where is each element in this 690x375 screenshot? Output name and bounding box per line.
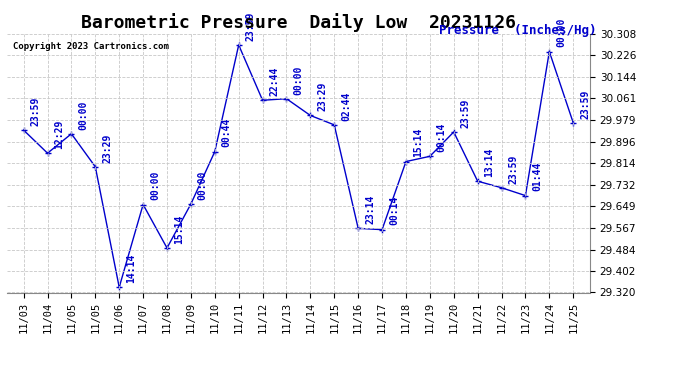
Text: 00:00: 00:00	[150, 171, 160, 200]
Text: 23:29: 23:29	[102, 133, 112, 163]
Text: 23:59: 23:59	[246, 12, 255, 41]
Text: 23:59: 23:59	[30, 97, 41, 126]
Text: 00:00: 00:00	[198, 171, 208, 200]
Text: 23:59: 23:59	[461, 98, 471, 128]
Text: 23:59: 23:59	[509, 154, 518, 184]
Text: 00:14: 00:14	[437, 123, 447, 152]
Text: 00:00: 00:00	[293, 65, 304, 94]
Text: 15:14: 15:14	[174, 214, 184, 244]
Title: Barometric Pressure  Daily Low  20231126: Barometric Pressure Daily Low 20231126	[81, 13, 516, 32]
Text: 00:00: 00:00	[556, 18, 566, 47]
Text: 15:14: 15:14	[413, 128, 423, 158]
Text: 01:44: 01:44	[533, 162, 542, 191]
Text: 14:14: 14:14	[126, 254, 136, 283]
Text: 12:29: 12:29	[55, 120, 64, 149]
Text: 23:14: 23:14	[365, 195, 375, 224]
Text: 23:59: 23:59	[580, 89, 590, 118]
Text: Copyright 2023 Cartronics.com: Copyright 2023 Cartronics.com	[12, 42, 168, 51]
Text: 00:00: 00:00	[79, 100, 88, 130]
Text: Pressure  (Inches/Hg): Pressure (Inches/Hg)	[440, 24, 597, 38]
Text: 00:44: 00:44	[221, 118, 232, 147]
Text: 00:14: 00:14	[389, 196, 399, 225]
Text: 22:44: 22:44	[270, 67, 279, 96]
Text: 13:14: 13:14	[484, 148, 495, 177]
Text: 02:44: 02:44	[342, 92, 351, 121]
Text: 23:29: 23:29	[317, 82, 327, 111]
